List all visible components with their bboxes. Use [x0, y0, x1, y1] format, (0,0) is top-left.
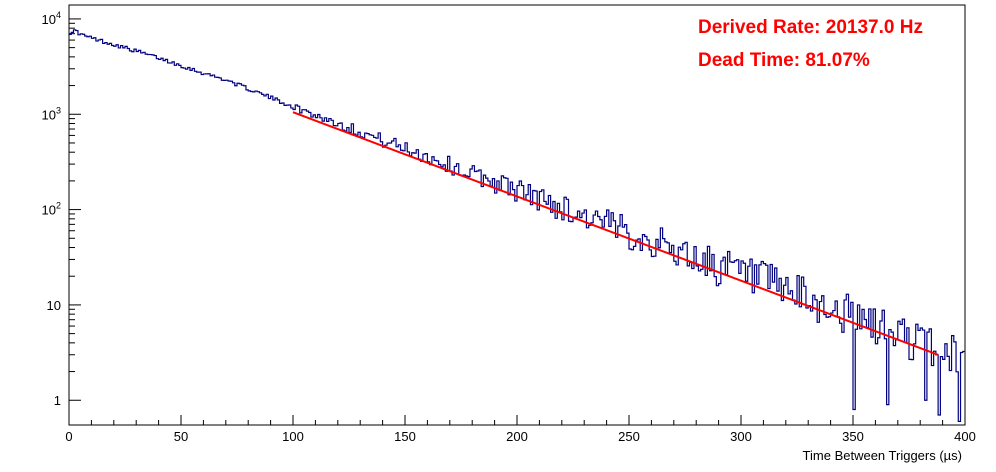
- x-axis-label: Time Between Triggers (µs): [803, 448, 962, 463]
- y-tick-label: 102: [42, 201, 61, 218]
- y-tick-label: 10: [47, 298, 61, 313]
- x-tick-label: 50: [174, 429, 188, 444]
- x-tick-label: 350: [842, 429, 864, 444]
- x-tick-label: 200: [506, 429, 528, 444]
- x-tick-label: 400: [954, 429, 976, 444]
- x-axis: 0 50 100 150 200 250 300 350 400: [65, 415, 976, 444]
- x-tick-label: 100: [282, 429, 304, 444]
- dead-time-label: Dead Time: 81.07%: [698, 50, 870, 71]
- x-tick-label: 0: [65, 429, 72, 444]
- y-tick-label: 104: [42, 10, 61, 27]
- x-tick-label: 300: [730, 429, 752, 444]
- derived-rate-label: Derived Rate: 20137.0 Hz: [698, 17, 923, 38]
- x-tick-label: 150: [394, 429, 416, 444]
- y-tick-label: 103: [42, 105, 61, 122]
- y-tick-label: 1: [54, 393, 61, 408]
- fit-series: [292, 111, 939, 356]
- histogram-series: [69, 29, 965, 422]
- x-tick-label: 250: [618, 429, 640, 444]
